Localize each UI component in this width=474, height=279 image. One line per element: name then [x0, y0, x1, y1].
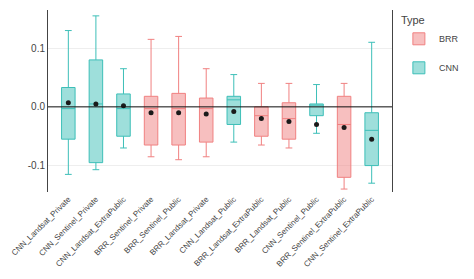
svg-text:BRR_Landsat_Private: BRR_Landsat_Private	[148, 194, 211, 257]
svg-text:0.1: 0.1	[31, 43, 45, 54]
svg-text:CNN_Sentinel_ExtraPublic: CNN_Sentinel_ExtraPublic	[302, 195, 376, 269]
svg-text:CNN_Landsat_Private: CNN_Landsat_Private	[10, 194, 73, 257]
svg-text:BRR_Sentinel_Public: BRR_Sentinel_Public	[122, 195, 182, 255]
svg-text:BRR_Landsat_ExtraPublic: BRR_Landsat_ExtraPublic	[192, 195, 265, 268]
svg-text:-0.1: -0.1	[28, 160, 46, 171]
svg-text:CNN_Landsat_ExtraPublic: CNN_Landsat_ExtraPublic	[54, 195, 128, 269]
svg-text:BRR_Sentinel_ExtraPublic: BRR_Sentinel_ExtraPublic	[275, 195, 349, 269]
svg-text:CNN_Sentinel_Private: CNN_Sentinel_Private	[37, 194, 100, 257]
svg-text:0.0: 0.0	[31, 101, 45, 112]
svg-text:CNN_Landsat_Public: CNN_Landsat_Public	[178, 195, 238, 255]
svg-text:BRR_Landsat_Public: BRR_Landsat_Public	[233, 195, 293, 255]
svg-text:Type: Type	[401, 14, 425, 26]
svg-text:CNN_Sentinel_Public: CNN_Sentinel_Public	[260, 195, 321, 256]
svg-text:BRR_Sentinel_Private: BRR_Sentinel_Private	[93, 194, 156, 257]
svg-text:CNN: CNN	[439, 63, 459, 73]
svg-text:BRR: BRR	[439, 34, 459, 44]
